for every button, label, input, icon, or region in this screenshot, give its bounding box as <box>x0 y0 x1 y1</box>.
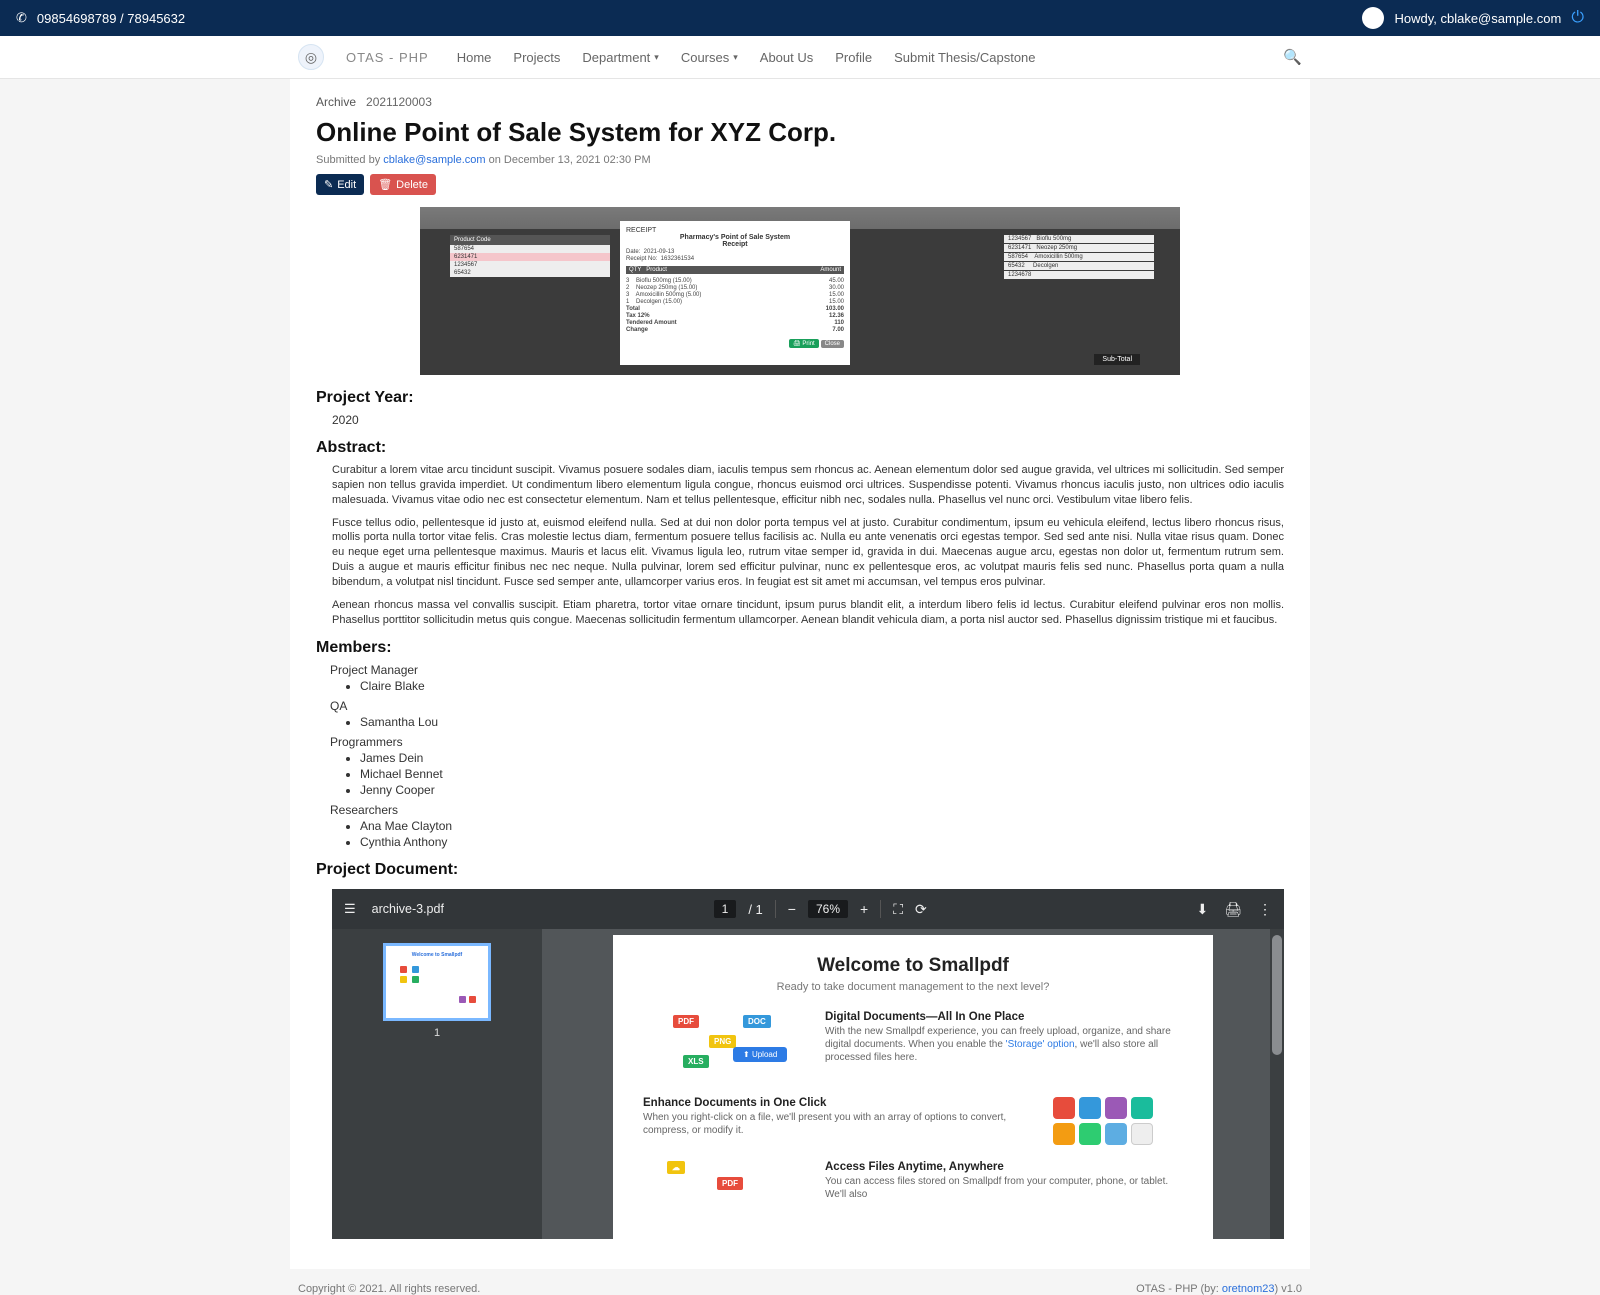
zoom-in-icon[interactable]: + <box>860 901 868 917</box>
projyear-value: 2020 <box>332 413 1284 427</box>
scrollbar[interactable] <box>1270 929 1284 1239</box>
brand-text: OTAS - PHP <box>346 50 429 65</box>
abstract-label: Abstract: <box>316 439 1284 457</box>
role-label: Project Manager <box>330 663 1284 677</box>
doc-h1: Welcome to Smallpdf <box>643 955 1183 977</box>
bc-archive[interactable]: Archive <box>316 95 356 109</box>
s1-head: Digital Documents—All In One Place <box>825 1011 1183 1023</box>
s2-head: Enhance Documents in One Click <box>643 1097 1031 1109</box>
bc-id: 2021120003 <box>366 95 432 109</box>
submitter-link[interactable]: cblake@sample.com <box>383 154 485 166</box>
pdf-toolbar: ☰ archive-3.pdf 1 / 1 − 76% + ⛶ ⟳ ⬇ 🖨 ⋮ <box>332 889 1284 929</box>
doc-sub: Ready to take document management to the… <box>643 981 1183 993</box>
nav-about[interactable]: About Us <box>760 50 813 65</box>
pdf-filename: archive-3.pdf <box>372 902 444 916</box>
nav-profile[interactable]: Profile <box>835 50 872 65</box>
copyright: Copyright © 2021. All rights reserved. <box>298 1283 480 1295</box>
author-link[interactable]: oretnom23 <box>1222 1283 1275 1295</box>
print-icon[interactable]: 🖨 <box>1224 901 1242 918</box>
logo-icon[interactable]: ◎ <box>298 44 324 70</box>
member-name: Claire Blake <box>360 679 1284 693</box>
trash-icon: 🗑 <box>378 178 392 191</box>
pdf-viewer: ☰ archive-3.pdf 1 / 1 − 76% + ⛶ ⟳ ⬇ 🖨 ⋮ … <box>332 889 1284 1239</box>
member-name: Jenny Cooper <box>360 783 1284 797</box>
projyear-label: Project Year: <box>316 389 1284 407</box>
members-label: Members: <box>316 639 1284 657</box>
page-input[interactable]: 1 <box>714 900 737 918</box>
role-label: QA <box>330 699 1284 713</box>
nav-courses[interactable]: Courses▾ <box>681 50 738 65</box>
nav-home[interactable]: Home <box>457 50 492 65</box>
storage-link[interactable]: 'Storage' option <box>1006 1039 1075 1050</box>
phone-text: 09854698789 / 78945632 <box>37 11 185 26</box>
greeting-text: Howdy, cblake@sample.com <box>1394 11 1561 26</box>
doc-label: Project Document: <box>316 861 1284 879</box>
zoom-out-icon[interactable]: − <box>788 901 796 917</box>
caret-icon: ▾ <box>733 52 738 63</box>
s3-body: You can access files stored on Smallpdf … <box>825 1175 1183 1201</box>
tool-icons <box>1053 1097 1163 1145</box>
role-label: Researchers <box>330 803 1284 817</box>
s3-head: Access Files Anytime, Anywhere <box>825 1161 1183 1173</box>
thumb-num: 1 <box>434 1027 440 1039</box>
page: Archive 2021120003 Online Point of Sale … <box>290 79 1310 1269</box>
abstract-p1: Curabitur a lorem vitae arcu tincidunt s… <box>332 463 1284 508</box>
more-icon[interactable]: ⋮ <box>1258 901 1272 918</box>
nav-submit[interactable]: Submit Thesis/Capstone <box>894 50 1035 65</box>
member-name: Michael Bennet <box>360 767 1284 781</box>
main-nav: ◎ OTAS - PHP Home Projects Department▾ C… <box>290 36 1310 78</box>
topbar: ✆ 09854698789 / 78945632 Howdy, cblake@s… <box>0 0 1600 36</box>
menu-icon[interactable]: ☰ <box>344 901 356 917</box>
banner-image: Product Code 587654 6231471 1234567 6543… <box>420 207 1180 375</box>
role-label: Programmers <box>330 735 1284 749</box>
footer: Copyright © 2021. All rights reserved. O… <box>290 1283 1310 1295</box>
fit-page-icon[interactable]: ⛶ <box>893 901 903 918</box>
page-title: Online Point of Sale System for XYZ Corp… <box>316 117 1284 148</box>
caret-icon: ▾ <box>654 52 659 63</box>
member-name: James Dein <box>360 751 1284 765</box>
phone-icon: ✆ <box>16 10 27 26</box>
submitted-line: Submitted by cblake@sample.com on Decemb… <box>316 154 1284 166</box>
member-name: Cynthia Anthony <box>360 835 1284 849</box>
download-icon[interactable]: ⬇ <box>1196 901 1208 918</box>
abstract-p3: Aenean rhoncus massa vel convallis susci… <box>332 598 1284 628</box>
abstract-p2: Fusce tellus odio, pellentesque id justo… <box>332 516 1284 590</box>
breadcrumb: Archive 2021120003 <box>316 95 1284 109</box>
s1-body: With the new Smallpdf experience, you ca… <box>825 1025 1183 1064</box>
logout-icon[interactable]: ⏻ <box>1571 9 1584 27</box>
rotate-icon[interactable]: ⟳ <box>915 901 927 918</box>
pdf-doc-area[interactable]: Welcome to Smallpdf Ready to take docume… <box>542 929 1284 1239</box>
delete-button[interactable]: 🗑Delete <box>370 174 436 195</box>
member-name: Samantha Lou <box>360 715 1284 729</box>
member-name: Ana Mae Clayton <box>360 819 1284 833</box>
pdf-thumb-1[interactable]: Welcome to Smallpdf <box>383 943 491 1021</box>
edit-button[interactable]: ✎Edit <box>316 174 364 195</box>
zoom-level[interactable]: 76% <box>808 900 848 918</box>
page-total: / 1 <box>748 902 762 917</box>
search-icon[interactable]: 🔍 <box>1283 48 1302 66</box>
s2-body: When you right-click on a file, we'll pr… <box>643 1111 1031 1137</box>
pencil-icon: ✎ <box>324 178 333 191</box>
nav-projects[interactable]: Projects <box>513 50 560 65</box>
avatar[interactable] <box>1362 7 1384 29</box>
pdf-thumbnails: Welcome to Smallpdf 1 <box>332 929 542 1239</box>
nav-department[interactable]: Department▾ <box>582 50 658 65</box>
